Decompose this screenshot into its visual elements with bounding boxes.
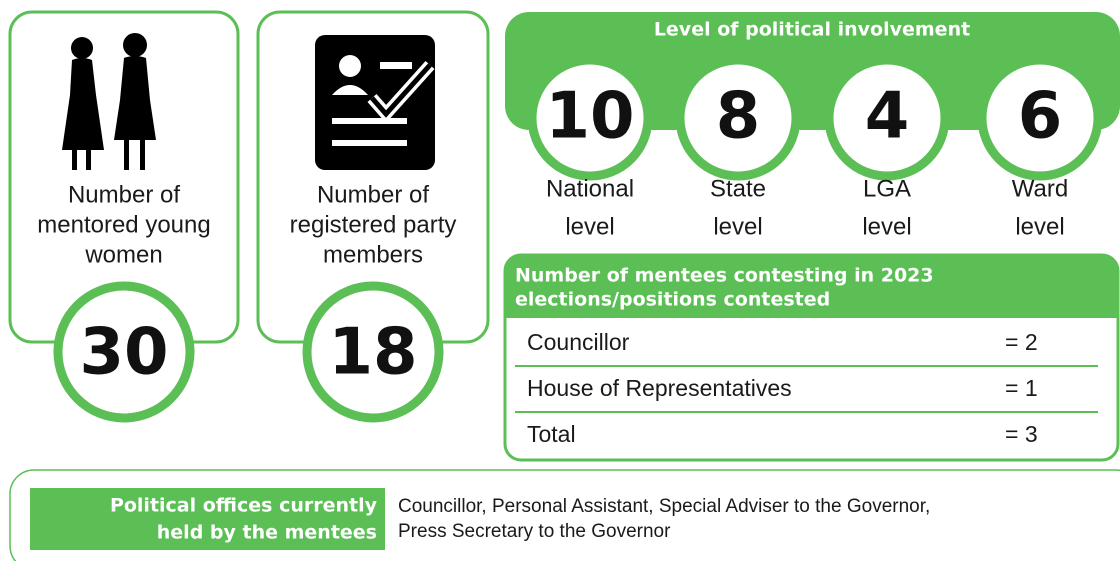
card-label: mentored young <box>37 211 210 238</box>
level-label: level <box>713 213 762 240</box>
level-circle <box>675 55 801 181</box>
table-header <box>505 255 1118 318</box>
level-value: 6 <box>1018 80 1063 154</box>
row-label: Total <box>527 421 576 447</box>
offices-label-box <box>30 488 385 550</box>
card-label: Number of <box>68 181 180 208</box>
card-value: 18 <box>328 316 417 390</box>
card-label: Number of <box>317 181 429 208</box>
level-value: 4 <box>865 80 910 154</box>
offices-label: Political offices currently <box>110 495 378 517</box>
card-label: members <box>323 241 423 268</box>
row-value: = 1 <box>1005 375 1038 401</box>
value-circle <box>53 281 195 423</box>
level-value: 10 <box>545 80 634 154</box>
table-title: Number of mentees contesting in 2023 <box>515 265 934 287</box>
offices-label: held by the mentees <box>157 522 377 544</box>
row-label: House of Representatives <box>527 375 792 401</box>
level-circle <box>824 55 950 181</box>
offices-frame <box>9 469 1120 561</box>
involvement-panel <box>505 12 1120 130</box>
level-circle <box>527 55 653 181</box>
level-label: level <box>1015 213 1064 240</box>
table-title: elections/positions contested <box>515 289 830 311</box>
row-value: = 3 <box>1005 421 1038 447</box>
women-icon <box>62 33 156 170</box>
level-label: National <box>546 175 634 202</box>
level-label: LGA <box>863 175 911 202</box>
card-value: 30 <box>79 316 168 390</box>
level-label: Ward <box>1012 175 1068 202</box>
card-label: registered party <box>290 211 457 238</box>
level-label: level <box>862 213 911 240</box>
card-label: women <box>84 241 162 268</box>
row-label: Councillor <box>527 329 630 355</box>
level-circle <box>977 55 1103 181</box>
offices-text: Councillor, Personal Assistant, Special … <box>398 496 930 517</box>
level-label: State <box>710 175 766 202</box>
level-label: level <box>565 213 614 240</box>
level-value: 8 <box>716 80 761 154</box>
involvement-title: Level of political involvement <box>654 19 970 41</box>
row-value: = 2 <box>1005 329 1038 355</box>
document-icon <box>315 35 435 170</box>
value-circle <box>302 281 444 423</box>
offices-text: Press Secretary to the Governor <box>398 521 671 542</box>
